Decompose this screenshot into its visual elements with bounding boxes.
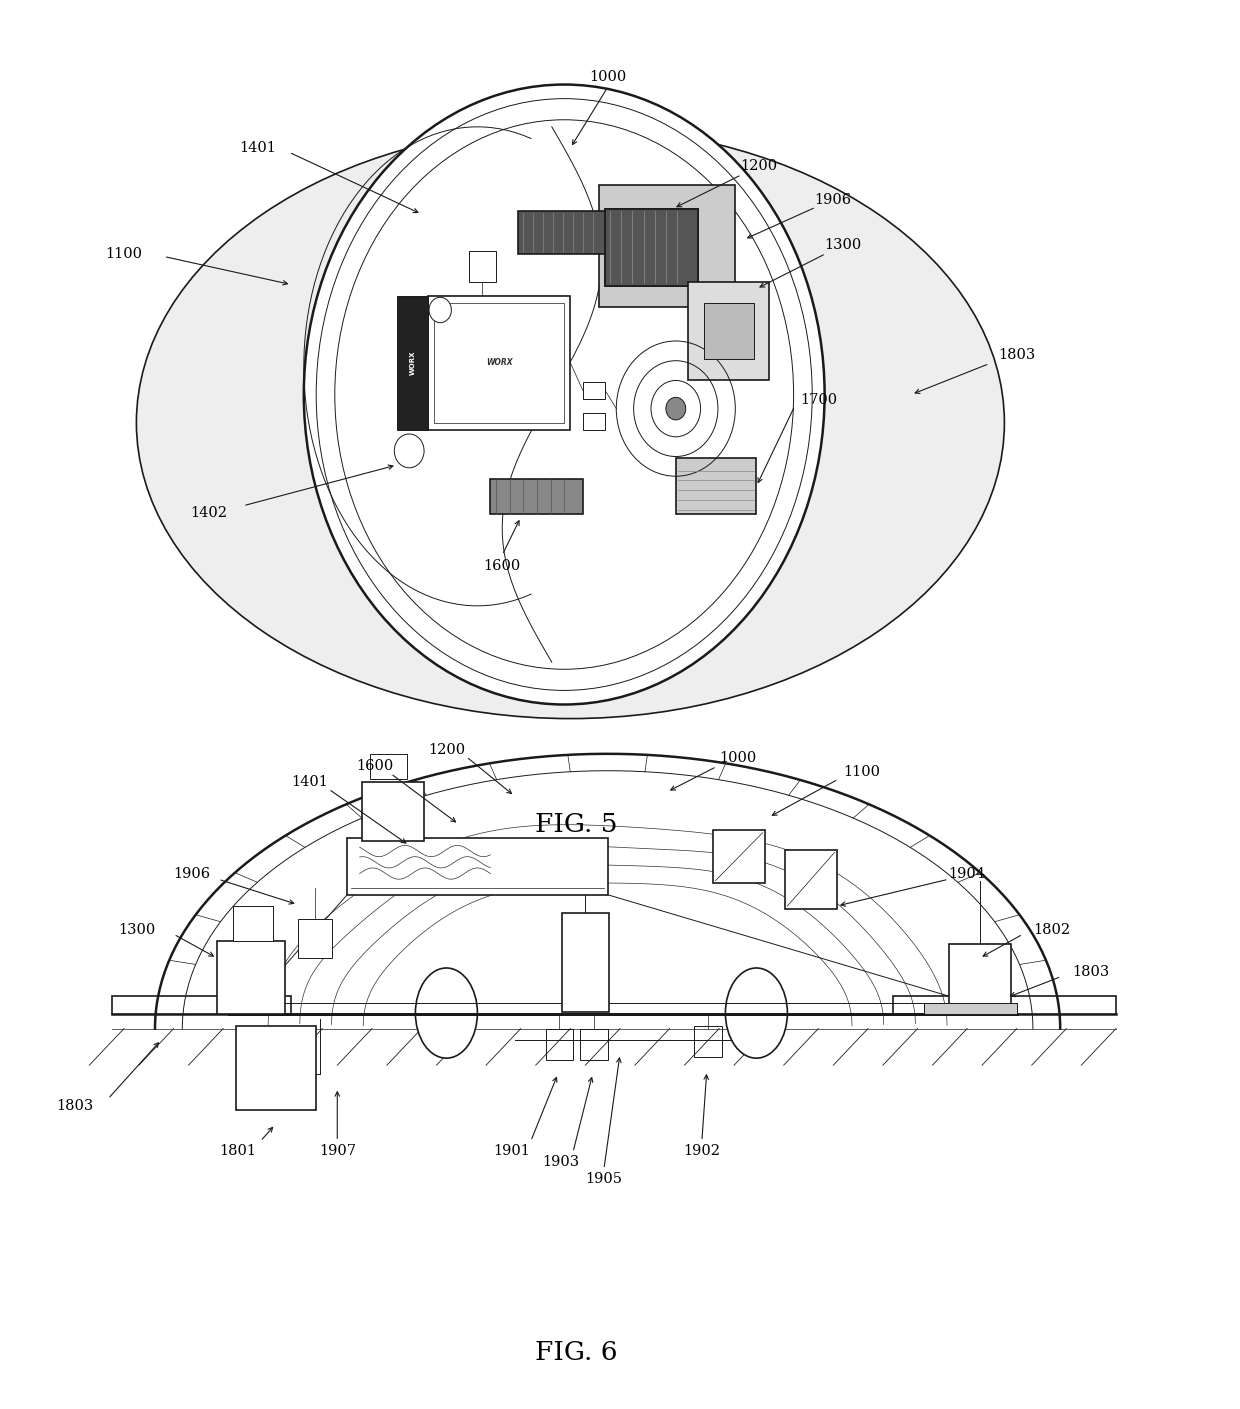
Text: 1803: 1803: [998, 348, 1035, 362]
Bar: [434, 303, 564, 423]
Text: 1801: 1801: [219, 1144, 257, 1158]
Text: 1906: 1906: [174, 867, 211, 881]
Bar: [580, 1029, 608, 1060]
Text: 1802: 1802: [1033, 923, 1070, 937]
Bar: [785, 850, 837, 909]
Bar: [347, 838, 608, 895]
Bar: [583, 382, 605, 399]
Bar: [694, 1026, 722, 1057]
Bar: [428, 296, 570, 430]
Ellipse shape: [666, 397, 686, 420]
Bar: [713, 830, 765, 883]
Text: WORX: WORX: [486, 358, 512, 368]
Text: WORX: WORX: [410, 351, 415, 375]
Bar: [469, 251, 496, 282]
Bar: [298, 919, 332, 958]
Text: 1300: 1300: [825, 238, 862, 252]
Text: 1300: 1300: [118, 923, 155, 937]
Bar: [605, 209, 698, 286]
Text: 1700: 1700: [800, 393, 837, 407]
Bar: [217, 941, 285, 1014]
Ellipse shape: [136, 127, 1004, 719]
Bar: [397, 296, 428, 430]
Text: 1402: 1402: [190, 506, 227, 520]
Ellipse shape: [429, 297, 451, 323]
Bar: [924, 1003, 1017, 1014]
Text: 1904: 1904: [949, 867, 986, 881]
Text: FIG. 5: FIG. 5: [536, 812, 618, 837]
Bar: [370, 754, 407, 779]
Bar: [599, 185, 735, 307]
Text: 1906: 1906: [815, 193, 852, 207]
Text: 1803: 1803: [1073, 965, 1110, 979]
Bar: [112, 996, 291, 1014]
Bar: [949, 944, 1011, 1012]
Text: 1600: 1600: [356, 759, 393, 774]
Text: 1905: 1905: [585, 1172, 622, 1186]
Ellipse shape: [725, 968, 787, 1058]
Text: 1803: 1803: [56, 1099, 93, 1113]
Text: 1600: 1600: [484, 559, 521, 573]
Bar: [704, 303, 754, 359]
Bar: [893, 996, 1116, 1014]
Text: FIG. 6: FIG. 6: [536, 1340, 618, 1365]
Bar: [233, 906, 273, 941]
Text: 1200: 1200: [740, 159, 777, 173]
Text: 1901: 1901: [494, 1144, 531, 1158]
Text: 1100: 1100: [843, 765, 880, 779]
Bar: [490, 479, 583, 514]
Bar: [688, 282, 769, 380]
Ellipse shape: [304, 85, 825, 704]
Bar: [583, 413, 605, 430]
Text: 1200: 1200: [428, 743, 465, 757]
Bar: [236, 1026, 316, 1110]
Bar: [676, 458, 756, 514]
Bar: [546, 1029, 573, 1060]
Ellipse shape: [415, 968, 477, 1058]
Text: 1100: 1100: [105, 247, 143, 261]
Text: 1000: 1000: [719, 751, 756, 765]
Text: 1903: 1903: [542, 1155, 579, 1169]
Bar: [562, 913, 609, 1012]
Text: 1902: 1902: [683, 1144, 720, 1158]
Ellipse shape: [394, 434, 424, 468]
Text: 1000: 1000: [589, 70, 626, 85]
Text: 1401: 1401: [291, 775, 329, 789]
Bar: [518, 211, 605, 254]
Text: 1401: 1401: [239, 141, 277, 155]
Bar: [362, 782, 424, 841]
Bar: [605, 209, 698, 286]
Text: 1907: 1907: [319, 1144, 356, 1158]
